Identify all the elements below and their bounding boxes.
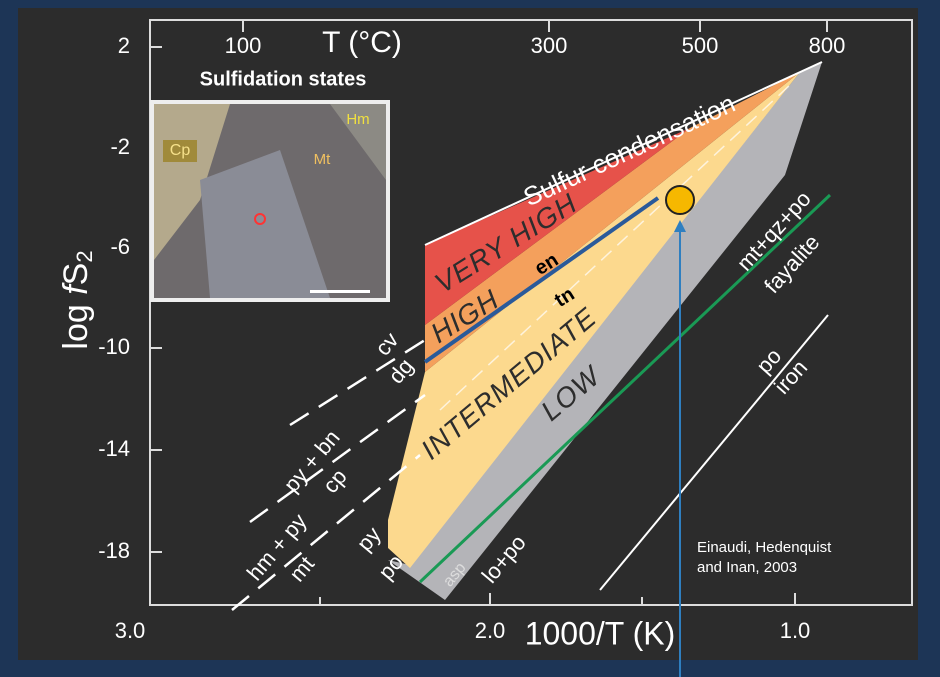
y-axis-title: log fS2 [57, 250, 97, 349]
inset-label: Mt [314, 151, 331, 168]
top-tick-label: 800 [809, 33, 846, 58]
y-tick-label: -6 [110, 234, 130, 259]
marker [665, 185, 695, 215]
dashed-line [439, 84, 791, 411]
inset-mineral [200, 150, 330, 298]
y-title-part: S [57, 263, 95, 286]
x-axis-title: 1000/T (K) [525, 615, 676, 651]
green-line [418, 193, 832, 584]
y-tick-label: -18 [98, 538, 130, 563]
x-tick-label: 2.0 [475, 618, 506, 643]
top-tick-label: 300 [531, 33, 568, 58]
top-tick-label: 100 [225, 33, 262, 58]
y-tick-label: -10 [98, 334, 130, 359]
y-title-part: 2 [72, 250, 97, 262]
axes-box [149, 19, 913, 606]
x-tick-label: 3.0 [115, 618, 146, 643]
sulfur-line [424, 61, 823, 246]
scale-bar [310, 290, 370, 293]
blue-line [423, 196, 660, 364]
credit: and Inan, 2003 [697, 559, 797, 576]
arrowhead [674, 220, 686, 232]
top-axis-title: T (°C) [322, 26, 402, 59]
boundary-lines [231, 338, 426, 611]
x-tick-label: 1.0 [780, 618, 811, 643]
inset-label: Cp [170, 142, 191, 159]
inset-spot [254, 213, 266, 225]
y-tick-label: 2 [118, 33, 130, 58]
y-title-part: log [57, 295, 95, 350]
inset-title: Sulfidation states [200, 68, 367, 90]
low-region [388, 62, 822, 600]
credit: Einaudi, Hedenquist [697, 539, 832, 556]
intermediate-region [388, 72, 800, 568]
y-tick-label: -14 [98, 436, 130, 461]
top-tick-label: 500 [682, 33, 719, 58]
inset-label: Hm [346, 111, 369, 128]
y-tick-label: -2 [110, 134, 130, 159]
iron-line [599, 314, 829, 591]
very-high-region [425, 128, 690, 325]
inset-mineral [330, 104, 386, 180]
label-box [163, 140, 197, 162]
